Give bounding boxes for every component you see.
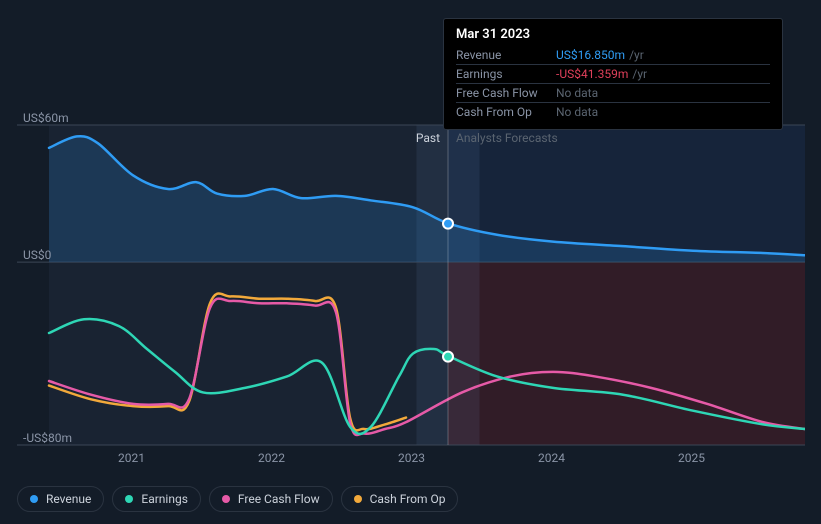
tooltip-title: Mar 31 2023 bbox=[456, 27, 770, 42]
legend-label: Earnings bbox=[141, 492, 188, 506]
tooltip-row-value: US$16.850m/yr bbox=[556, 46, 770, 65]
chart-legend: Revenue Earnings Free Cash Flow Cash From O… bbox=[17, 486, 458, 512]
x-axis-label: 2021 bbox=[118, 451, 145, 465]
tooltip-row-label: Revenue bbox=[456, 46, 556, 65]
legend-item-revenue[interactable]: Revenue bbox=[17, 486, 104, 512]
legend-swatch-icon bbox=[354, 495, 362, 503]
legend-label: Free Cash Flow bbox=[238, 492, 320, 506]
chart-tooltip: Mar 31 2023 RevenueUS$16.850m/yrEarnings… bbox=[443, 18, 783, 130]
y-axis-label: -US$80m bbox=[23, 431, 72, 445]
legend-swatch-icon bbox=[125, 495, 133, 503]
tooltip-row-value: No data bbox=[556, 103, 770, 122]
x-axis-label: 2025 bbox=[678, 451, 705, 465]
legend-label: Revenue bbox=[46, 492, 91, 506]
region-label-forecast: Analysts Forecasts bbox=[456, 131, 558, 145]
region-label-past: Past bbox=[416, 131, 440, 145]
legend-swatch-icon bbox=[222, 495, 230, 503]
x-axis-label: 2024 bbox=[538, 451, 565, 465]
legend-item-earnings[interactable]: Earnings bbox=[112, 486, 201, 512]
y-axis-label: US$60m bbox=[23, 111, 69, 125]
legend-item-cash_from_op[interactable]: Cash From Op bbox=[341, 486, 459, 512]
tooltip-table: RevenueUS$16.850m/yrEarnings-US$41.359m/… bbox=[456, 46, 770, 121]
tooltip-row-label: Earnings bbox=[456, 65, 556, 84]
y-axis-label: US$0 bbox=[23, 248, 51, 262]
tooltip-row-label: Free Cash Flow bbox=[456, 84, 556, 103]
legend-label: Cash From Op bbox=[370, 492, 446, 506]
x-axis-label: 2022 bbox=[258, 451, 285, 465]
tooltip-row-value: No data bbox=[556, 84, 770, 103]
x-axis-label: 2023 bbox=[398, 451, 425, 465]
legend-swatch-icon bbox=[30, 495, 38, 503]
tooltip-row-label: Cash From Op bbox=[456, 103, 556, 122]
legend-item-free_cash_flow[interactable]: Free Cash Flow bbox=[209, 486, 333, 512]
tooltip-row-value: -US$41.359m/yr bbox=[556, 65, 770, 84]
